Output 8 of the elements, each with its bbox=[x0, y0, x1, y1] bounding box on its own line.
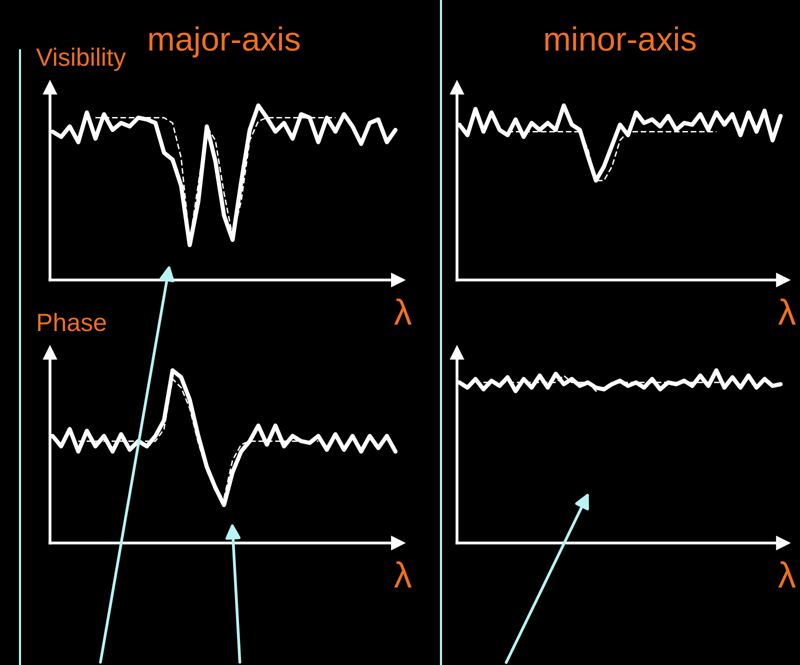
chart-title: major-axis bbox=[149, 26, 300, 58]
x-axis-title: λ bbox=[394, 298, 412, 325]
x-axis-title: λ bbox=[394, 561, 412, 588]
chart-title: minor-axis bbox=[545, 26, 696, 51]
y-axis-title: Phase bbox=[38, 312, 106, 332]
y-axis-title: Visibility bbox=[36, 48, 126, 71]
x-axis-title: λ bbox=[778, 298, 796, 325]
x-axis-title: λ bbox=[778, 561, 796, 588]
